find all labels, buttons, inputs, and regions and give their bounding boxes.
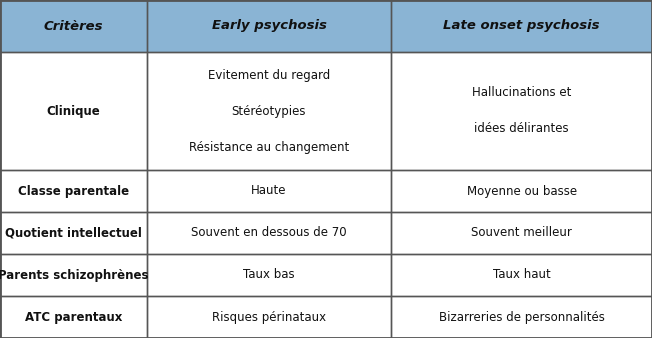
- Bar: [391, 170, 652, 212]
- Bar: [0, 254, 147, 296]
- Text: Taux haut: Taux haut: [493, 268, 550, 282]
- Bar: [391, 0, 652, 52]
- Bar: [147, 52, 391, 170]
- Bar: [0, 212, 147, 254]
- Bar: [147, 0, 391, 52]
- Text: Bizarreries de personnalités: Bizarreries de personnalités: [439, 311, 604, 323]
- Bar: [147, 212, 391, 254]
- Bar: [147, 212, 391, 254]
- Text: Clinique: Clinique: [46, 104, 100, 118]
- Bar: [147, 52, 391, 170]
- Bar: [0, 0, 147, 52]
- Bar: [391, 212, 652, 254]
- Bar: [147, 0, 391, 52]
- Bar: [391, 52, 652, 170]
- Text: Quotient intellectuel: Quotient intellectuel: [5, 226, 141, 240]
- Bar: [0, 254, 147, 296]
- Bar: [391, 0, 652, 52]
- Bar: [391, 296, 652, 338]
- Bar: [147, 296, 391, 338]
- Bar: [391, 254, 652, 296]
- Text: Haute: Haute: [251, 185, 287, 197]
- Bar: [147, 170, 391, 212]
- Bar: [147, 296, 391, 338]
- Bar: [0, 170, 147, 212]
- Text: Risques périnataux: Risques périnataux: [212, 311, 326, 323]
- Bar: [147, 170, 391, 212]
- Bar: [147, 254, 391, 296]
- Text: Evitement du regard

Stéréotypies

Résistance au changement: Evitement du regard Stéréotypies Résista…: [189, 69, 349, 153]
- Text: Late onset psychosis: Late onset psychosis: [443, 20, 600, 32]
- Text: Moyenne ou basse: Moyenne ou basse: [467, 185, 576, 197]
- Bar: [0, 170, 147, 212]
- Bar: [0, 296, 147, 338]
- Text: Taux bas: Taux bas: [243, 268, 295, 282]
- Bar: [391, 296, 652, 338]
- Bar: [391, 254, 652, 296]
- Text: Hallucinations et

idées délirantes: Hallucinations et idées délirantes: [472, 87, 571, 136]
- Bar: [391, 52, 652, 170]
- Text: Classe parentale: Classe parentale: [18, 185, 129, 197]
- Bar: [0, 212, 147, 254]
- Bar: [391, 170, 652, 212]
- Bar: [0, 0, 147, 52]
- Text: ATC parentaux: ATC parentaux: [25, 311, 122, 323]
- Bar: [0, 52, 147, 170]
- Text: Souvent meilleur: Souvent meilleur: [471, 226, 572, 240]
- Bar: [147, 254, 391, 296]
- Text: Early psychosis: Early psychosis: [211, 20, 327, 32]
- Text: Parents schizophrènes: Parents schizophrènes: [0, 268, 149, 282]
- Text: Critères: Critères: [44, 20, 103, 32]
- Bar: [0, 52, 147, 170]
- Bar: [391, 212, 652, 254]
- Text: Souvent en dessous de 70: Souvent en dessous de 70: [191, 226, 347, 240]
- Bar: [0, 296, 147, 338]
